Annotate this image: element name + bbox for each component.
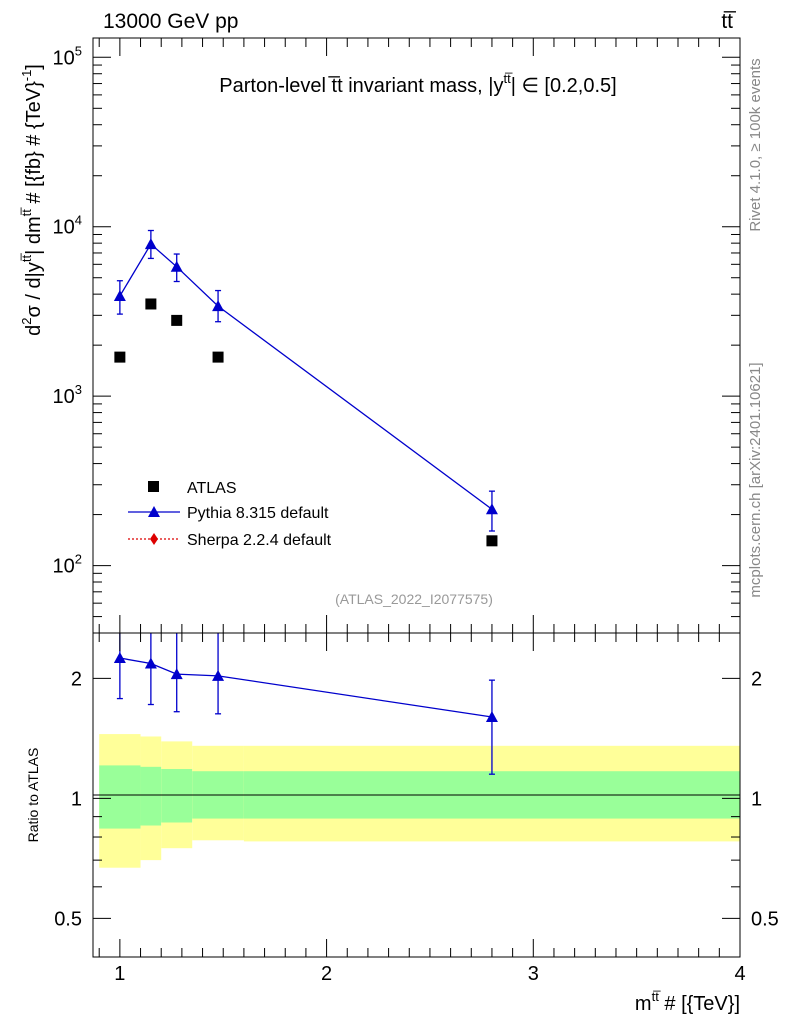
legend-pythia-label: Pythia 8.315 default — [187, 505, 329, 522]
x-tick-label: 3 — [528, 963, 539, 985]
ratio-frame — [92, 632, 741, 958]
ratio-y-tick-label-right: 2 — [751, 668, 762, 690]
collision-energy-label: 13000 GeV pp — [103, 10, 238, 33]
y-tick-label: 102 — [53, 552, 82, 578]
process-label: tt̅ — [721, 10, 737, 33]
pythia-ratio-point — [113, 652, 126, 664]
atlas-data-point — [145, 298, 157, 310]
ratio-y-tick-label: 0.5 — [54, 908, 82, 930]
pythia-data-point — [212, 300, 225, 312]
legend-sherpa-label: Sherpa 2.2.4 default — [187, 532, 332, 549]
ratio-band-inner — [99, 765, 141, 829]
x-tick-label: 1 — [114, 963, 125, 985]
y-tick-label: 104 — [53, 213, 82, 239]
ratio-band-inner — [161, 769, 193, 823]
legend-pythia-marker — [148, 506, 160, 517]
mcplots-label: mcplots.cern.ch [arXiv:2401.10621] — [747, 362, 764, 597]
pythia-ratio-point — [170, 668, 183, 680]
ratio-y-tick-label-right: 0.5 — [751, 908, 779, 930]
atlas-data-point — [486, 535, 498, 547]
pythia-ratio-point — [485, 711, 498, 723]
x-tick-label: 2 — [321, 963, 332, 985]
ratio-y-tick-label: 1 — [71, 788, 82, 810]
ratio-y-tick-label-right: 1 — [751, 788, 762, 810]
legend-atlas-label: ATLAS — [187, 480, 237, 497]
legend: ATLAS Pythia 8.315 default Sherpa 2.2.4 … — [128, 480, 332, 549]
ratio-x-ticks: 1 2 3 4 — [98, 633, 746, 985]
ratio-y-axis-label: Ratio to ATLAS — [25, 748, 41, 843]
chart-title: Parton-level t̅t invariant mass, |ytt̅| … — [219, 71, 616, 97]
pythia-ratio-line — [119, 657, 493, 718]
ratio-bands — [99, 734, 740, 868]
y-axis-label: d2σ / d|ytt̅| dmtt̅ # [{fb} # {TeV}-1] — [19, 64, 45, 336]
pythia-data-point — [485, 503, 498, 515]
ratio-band-inner — [140, 766, 162, 826]
main-x-ticks — [98, 38, 741, 633]
y-tick-label: 105 — [53, 43, 82, 69]
legend-sherpa-marker — [150, 533, 158, 545]
main-marks — [113, 229, 498, 547]
rivet-version-label: Rivet 4.1.0, ≥ 100k events — [747, 58, 764, 231]
pythia-data-point — [113, 290, 126, 302]
pythia-ratio-point — [144, 657, 157, 669]
ratio-panel: 0.5 0.5 1 1 2 2 1 2 3 4 Ratio to ATLAS mtt̅ # [{… — [25, 632, 779, 1015]
legend-atlas-marker — [148, 481, 159, 492]
pythia-data-point — [144, 238, 157, 250]
pythia-ratio-point — [212, 669, 225, 681]
ratio-y-tick-label: 2 — [71, 668, 82, 690]
atlas-data-point — [212, 351, 224, 363]
atlas-data-point — [171, 314, 183, 326]
atlas-data-point — [114, 351, 126, 363]
y-tick-label: 103 — [53, 382, 82, 408]
x-axis-label: mtt̅ # [{TeV}] — [635, 989, 740, 1015]
main-y-ticks: 102 103 104 105 — [53, 43, 740, 634]
pythia-line — [119, 243, 493, 510]
analysis-watermark: (ATLAS_2022_I2077575) — [335, 591, 493, 607]
main-panel: 102 103 104 105 Parton-level t̅t invariant … — [19, 37, 741, 634]
ratio-y-ticks: 0.5 0.5 1 1 2 2 — [54, 668, 779, 958]
pythia-data-point — [170, 260, 183, 272]
ratio-marks — [113, 633, 498, 775]
x-tick-label: 4 — [734, 963, 745, 985]
